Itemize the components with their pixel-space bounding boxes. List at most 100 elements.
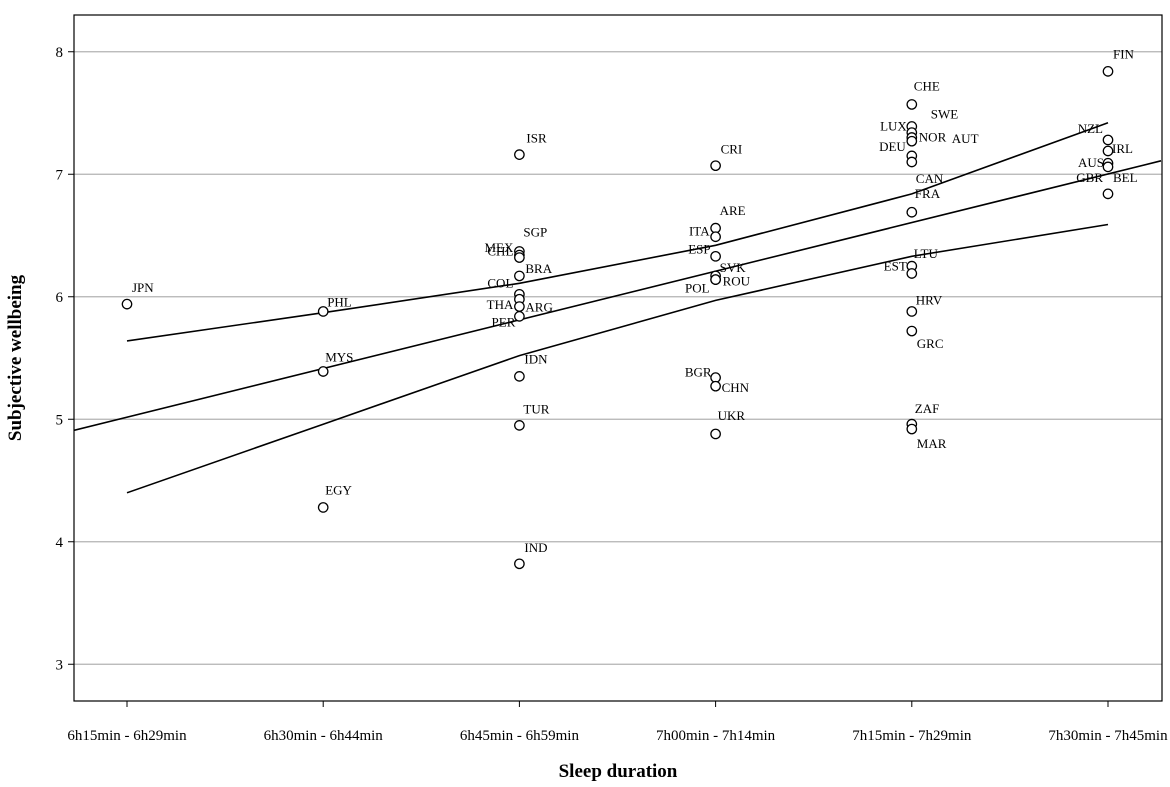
plot-frame: [73, 14, 1163, 702]
point-label: LTU: [914, 246, 939, 261]
x-tick-label: 6h45min - 6h59min: [460, 728, 580, 744]
point-label: NZL: [1078, 121, 1103, 136]
point-label: GRC: [917, 336, 944, 351]
point-label: MYS: [325, 349, 353, 364]
point-label: CAN: [916, 171, 944, 186]
point-label: FIN: [1113, 46, 1135, 61]
point-label: ROU: [723, 274, 751, 289]
point-label: CHL: [487, 244, 513, 259]
fit-line-1: [74, 160, 1162, 432]
data-point: [1102, 66, 1114, 77]
x-axis-title: Sleep duration: [559, 761, 678, 782]
point-label: MEX: [485, 240, 515, 255]
data-point: [906, 325, 918, 337]
point-label: AUS: [1078, 155, 1104, 170]
data-point: [710, 231, 721, 243]
point-label: ISR: [526, 131, 547, 146]
data-point: [1102, 134, 1114, 146]
point-label: IDN: [524, 351, 548, 366]
data-point: [1102, 145, 1114, 157]
data-point: [710, 380, 721, 392]
data-point: [317, 306, 329, 317]
data-points: [121, 66, 1114, 570]
data-point: [906, 135, 918, 147]
point-label: AUT: [952, 131, 979, 146]
point-label: SGP: [523, 224, 547, 239]
plot-border: [73, 14, 1163, 702]
point-label: ZAF: [915, 401, 940, 416]
x-tick-label: 6h15min - 6h29min: [67, 728, 187, 744]
y-tick-label: 5: [56, 412, 64, 428]
data-point: [710, 160, 721, 172]
point-label: SWE: [931, 106, 959, 121]
point-label: COL: [487, 275, 513, 290]
data-point: [514, 149, 525, 160]
y-axis-ticks: 3 4 5 6 7 8: [56, 45, 74, 673]
point-label: ARE: [720, 203, 746, 218]
point-label: JPN: [132, 280, 154, 295]
point-label: IRL: [1112, 141, 1133, 156]
point-label: ESP: [688, 241, 710, 256]
point-label: PHL: [327, 294, 352, 309]
point-label: MAR: [917, 436, 947, 451]
data-point: [906, 306, 918, 317]
data-point: [514, 252, 525, 263]
data-point: [906, 268, 918, 279]
data-point: [514, 371, 525, 382]
data-point: [514, 420, 525, 431]
data-point: [906, 156, 918, 168]
data-point: [121, 298, 133, 310]
data-point: [906, 206, 918, 218]
y-axis-title: Subjective wellbeing: [5, 274, 26, 441]
fit-line-2: [126, 122, 1109, 342]
x-axis-ticks: 6h15min - 6h29min 6h30min - 6h44min 6h45mi…: [67, 701, 1168, 744]
data-point: [514, 301, 525, 312]
point-label: ITA: [689, 224, 710, 239]
y-tick-label: 6: [56, 290, 64, 306]
data-point: [514, 270, 525, 282]
point-label: ARG: [525, 300, 552, 315]
point-label: UKR: [718, 408, 746, 423]
x-tick-label: 7h15min - 7h29min: [852, 728, 972, 744]
gridlines: [74, 51, 1162, 665]
point-label: HRV: [916, 292, 943, 307]
point-label: THA: [487, 297, 514, 312]
data-point: [514, 558, 525, 570]
point-label: BGR: [685, 365, 712, 380]
y-tick-label: 7: [56, 167, 64, 183]
y-tick-label: 4: [56, 535, 64, 551]
point-label: IND: [524, 540, 547, 555]
point-label: BEL: [1113, 170, 1138, 185]
point-label: EST: [884, 258, 907, 273]
data-point: [906, 99, 918, 110]
point-label: POL: [685, 281, 710, 296]
point-label: NOR: [919, 130, 947, 145]
data-point: [710, 250, 721, 262]
point-label: TUR: [523, 401, 549, 416]
point-label: BRA: [525, 261, 552, 276]
fit-line-3: [126, 223, 1109, 494]
y-tick-label: 8: [56, 45, 64, 61]
x-tick-label: 6h30min - 6h44min: [264, 728, 384, 744]
data-point: [1102, 188, 1114, 200]
point-label: CHN: [722, 380, 750, 395]
data-point: [317, 366, 329, 377]
y-tick-label: 3: [56, 657, 64, 673]
data-point: [317, 502, 329, 513]
point-label: CHE: [914, 78, 940, 93]
x-tick-label: 7h30min - 7h45min: [1048, 728, 1168, 744]
data-point: [1102, 161, 1114, 173]
data-point: [710, 274, 721, 285]
point-label: SVK: [720, 260, 747, 275]
data-point: [514, 310, 525, 322]
point-label: FRA: [915, 186, 941, 201]
point-label: GBR: [1076, 170, 1103, 185]
x-tick-label: 7h00min - 7h14min: [656, 728, 776, 744]
point-label: LUX: [880, 119, 907, 134]
point-label: EGY: [325, 482, 352, 497]
data-point: [710, 428, 721, 440]
point-label: DEU: [879, 139, 906, 154]
point-label: CRI: [721, 142, 743, 157]
